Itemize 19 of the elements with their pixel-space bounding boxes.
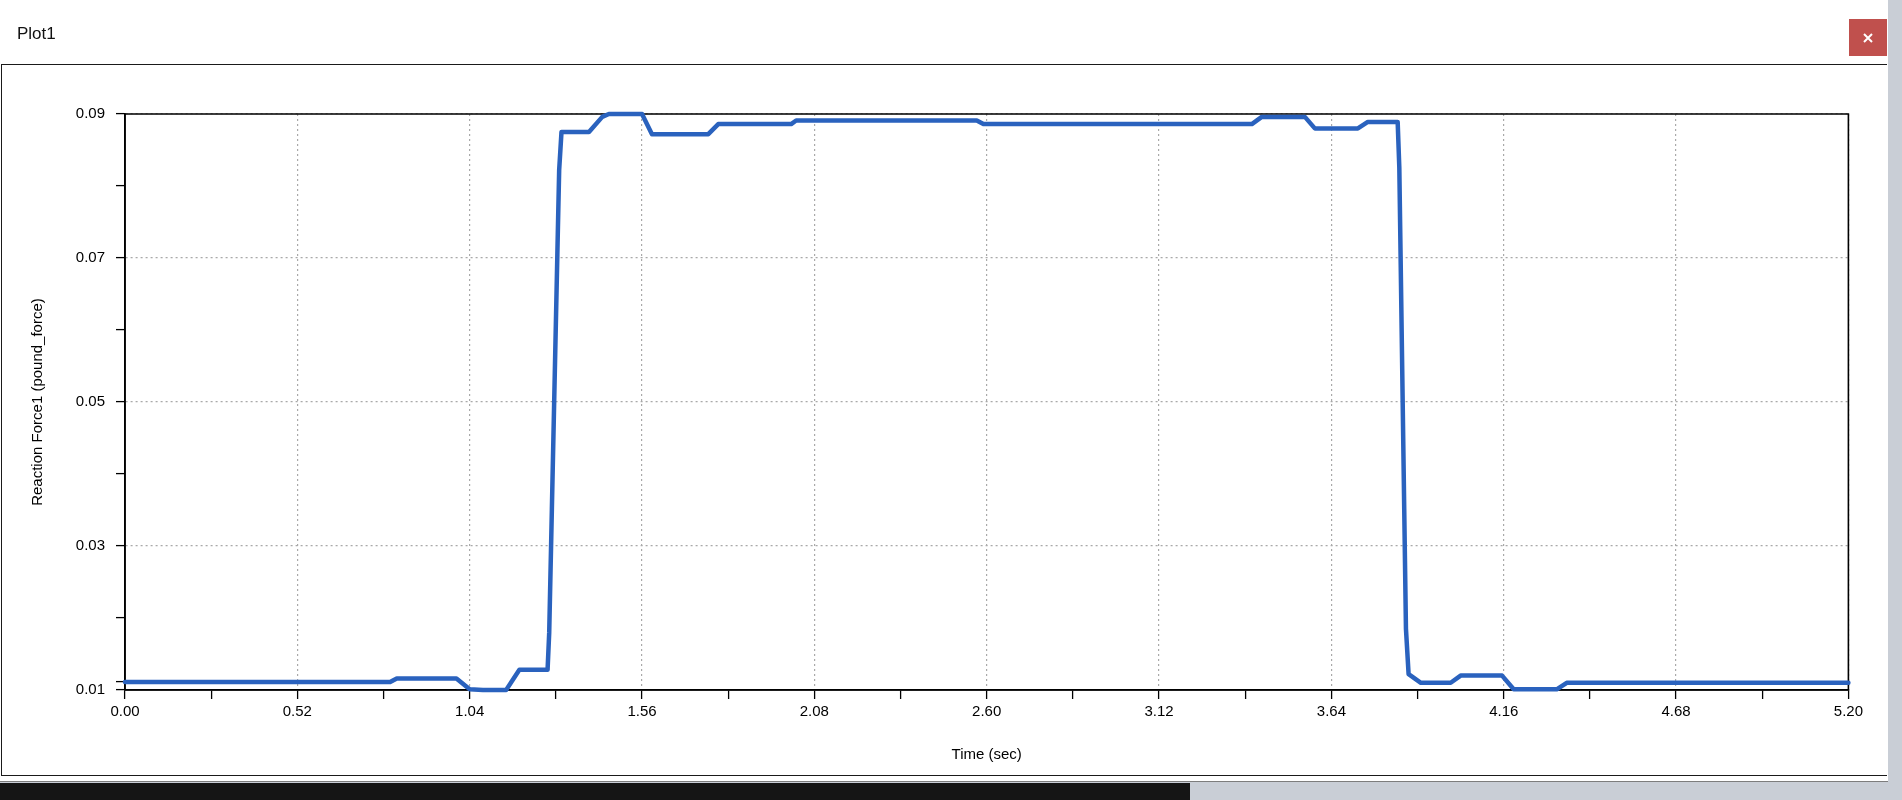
- x-tick-label: 1.04: [455, 702, 485, 720]
- y-tick-label: 0.05: [75, 392, 105, 410]
- x-tick-label: 0.00: [110, 702, 140, 720]
- x-tick-label: 2.60: [972, 702, 1002, 720]
- y-axis-title: Reaction Force1 (pound_force): [28, 298, 46, 506]
- y-tick-label: 0.09: [75, 104, 105, 122]
- x-tick-label: 5.20: [1833, 702, 1863, 720]
- x-tick-label: 4.68: [1661, 702, 1691, 720]
- x-tick-label: 4.16: [1489, 702, 1519, 720]
- y-tick-label: 0.07: [75, 248, 105, 266]
- x-axis-title: Time (sec): [951, 745, 1022, 763]
- x-tick-label: 0.52: [282, 702, 312, 720]
- x-tick-label: 3.12: [1144, 702, 1174, 720]
- y-tick-label: 0.01: [75, 680, 105, 698]
- x-tick-label: 1.56: [627, 702, 657, 720]
- x-tick-label: 3.64: [1316, 702, 1346, 720]
- chart-title: Plot1: [17, 24, 56, 44]
- x-tick-label: 2.08: [799, 702, 829, 720]
- y-tick-label: 0.03: [75, 536, 105, 554]
